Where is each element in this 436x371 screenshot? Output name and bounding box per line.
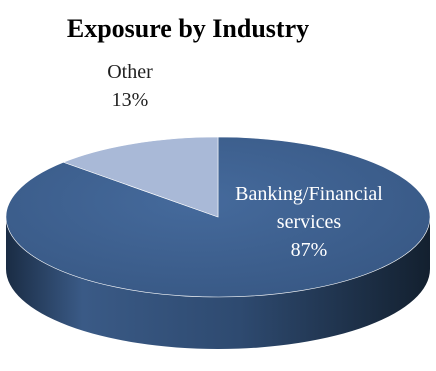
pie-slice-other (62, 136, 219, 218)
slice-label-banking-financial-services-0: Banking/Financial (235, 183, 383, 205)
chart-title: Exposure by Industry (66, 14, 310, 43)
data-label-other: 13% (112, 89, 149, 111)
pie-side-layer (6, 217, 430, 349)
pie-top-layer (5, 136, 431, 298)
slice-label-other-0: Other (107, 61, 153, 83)
slice-label-banking-financial-services-1: services (277, 211, 342, 233)
pie-label-layer: Banking/Financial services 87% Other 13% (107, 61, 383, 261)
data-label-banking-financial-services: 87% (291, 239, 328, 261)
pie-side-wall (6, 217, 430, 349)
